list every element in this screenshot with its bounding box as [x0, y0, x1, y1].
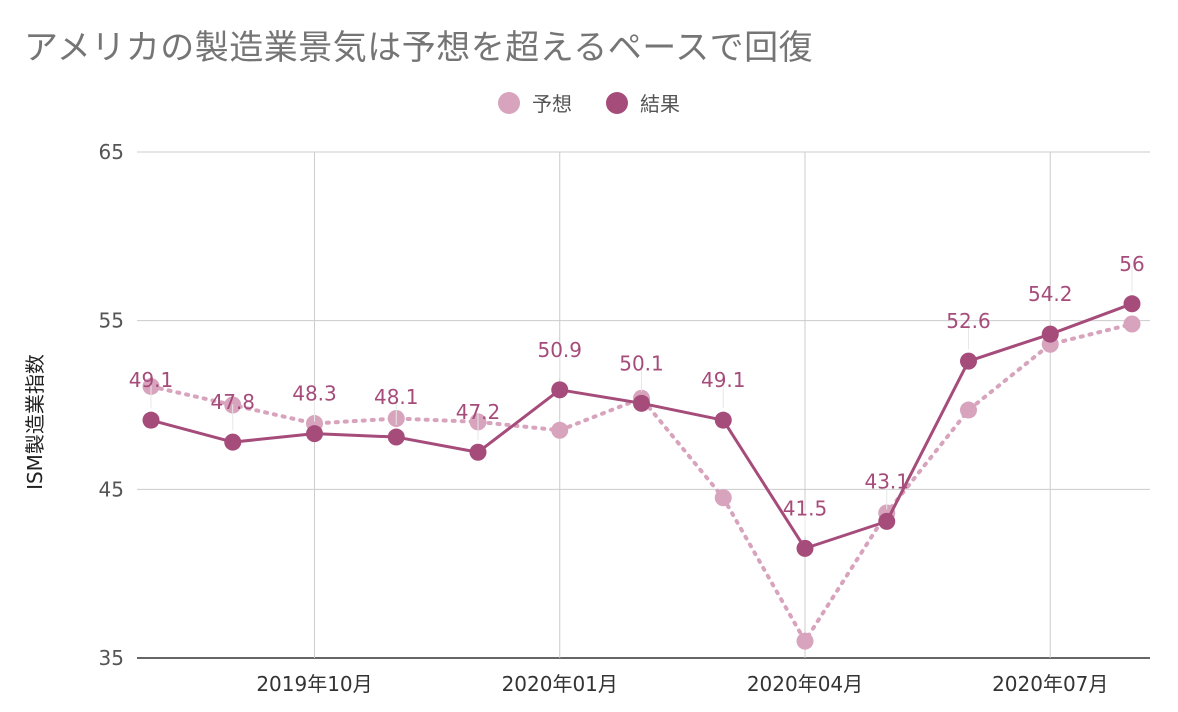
actual-point[interactable] [878, 512, 896, 530]
actual-point[interactable] [633, 394, 650, 412]
data-label: 50.9 [537, 338, 582, 362]
data-label: 50.1 [619, 351, 664, 375]
data-label: 52.6 [946, 309, 991, 333]
legend-marker-forecast [498, 91, 520, 114]
data-label: 47.2 [456, 400, 501, 424]
actual-point[interactable] [551, 381, 569, 399]
legend: 予想 結果 [0, 88, 1178, 117]
data-label: 48.1 [374, 385, 419, 409]
y-tick-label: 55 [99, 309, 124, 333]
data-label: 48.3 [292, 382, 337, 406]
forecast-point[interactable] [714, 489, 732, 507]
chart-title: アメリカの製造業景気は予想を超えるペースで回復 [24, 28, 814, 68]
y-tick-label: 35 [99, 646, 124, 670]
actual-point[interactable] [796, 539, 814, 557]
y-axis-label: ISM製造業指数 [23, 354, 47, 490]
actual-point[interactable] [1041, 325, 1059, 343]
legend-marker-actual [606, 91, 628, 114]
actual-point[interactable] [1123, 295, 1141, 313]
actual-point[interactable] [224, 433, 242, 451]
series-line-actual [150, 302, 1133, 550]
actual-point[interactable] [306, 425, 323, 443]
actual-point[interactable] [387, 428, 405, 446]
data-labels: 49.1 47.8 48.3 48.1 47.2 50.9 50.1 49.1 41.5 43.1… [129, 252, 1145, 537]
forecast-point[interactable] [796, 632, 814, 650]
actual-point[interactable] [469, 443, 487, 461]
forecast-point[interactable] [1123, 315, 1141, 333]
forecast-point[interactable] [551, 421, 569, 439]
legend-item-actual[interactable]: 結果 [606, 88, 680, 117]
grid-lines [137, 151, 1150, 659]
data-label: 56 [1119, 252, 1144, 276]
x-tick-label: 2020年04月 [747, 672, 863, 696]
data-label: 49.1 [701, 368, 746, 392]
legend-item-forecast[interactable]: 予想 [498, 88, 572, 117]
legend-label-forecast: 予想 [532, 92, 572, 116]
actual-point[interactable] [142, 411, 160, 429]
actual-point[interactable] [960, 352, 977, 370]
data-label: 41.5 [783, 496, 828, 520]
data-label: 49.1 [129, 368, 174, 392]
x-tick-label: 2019年10月 [256, 672, 372, 696]
x-tick-label: 2020年07月 [992, 672, 1108, 696]
series-layer [142, 295, 1141, 650]
y-tick-label: 45 [99, 477, 124, 501]
data-label: 54.2 [1028, 282, 1073, 306]
data-label: 47.8 [210, 390, 255, 414]
x-axis-ticks: 2019年10月 2020年01月 2020年04月 2020年07月 [256, 672, 1108, 696]
y-tick-label: 65 [99, 140, 124, 164]
data-label: 43.1 [864, 469, 909, 493]
x-tick-label: 2020年01月 [502, 672, 618, 696]
legend-label-actual: 結果 [640, 92, 680, 116]
forecast-point[interactable] [960, 401, 977, 419]
y-axis-ticks: 35 45 55 65 [99, 140, 124, 670]
actual-point[interactable] [714, 411, 732, 429]
